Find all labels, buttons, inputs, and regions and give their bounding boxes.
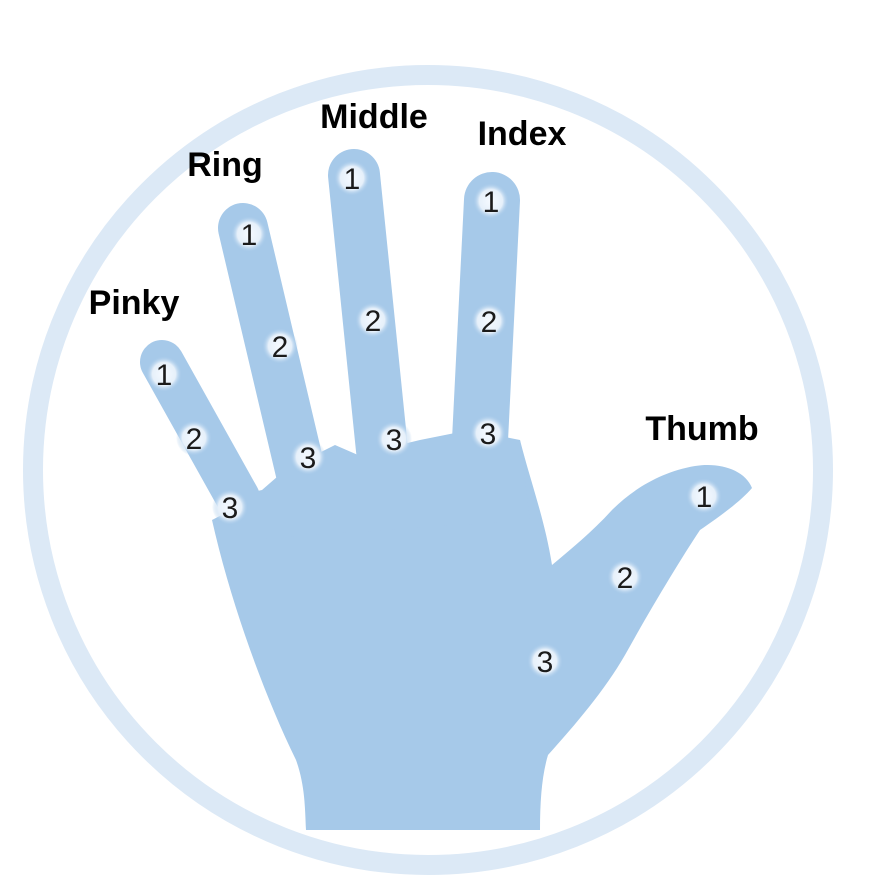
svg-text:1: 1 (156, 359, 173, 392)
thumb-segment-1: 1 (686, 478, 722, 514)
ring-segment-1: 1 (231, 216, 267, 252)
hand-silhouette (140, 149, 752, 830)
svg-text:2: 2 (365, 305, 382, 338)
ring-segment-3: 3 (290, 439, 326, 475)
label-thumb: Thumb (645, 410, 758, 448)
svg-text:1: 1 (696, 481, 713, 514)
label-middle: Middle (320, 98, 428, 136)
svg-text:2: 2 (481, 306, 498, 339)
middle-segment-1: 1 (334, 160, 370, 196)
svg-text:2: 2 (186, 423, 203, 456)
svg-text:2: 2 (617, 562, 634, 595)
pinky-segment-1: 1 (146, 356, 182, 392)
thumb-segment-2: 2 (607, 559, 643, 595)
svg-text:3: 3 (480, 418, 497, 451)
finger-labels: Pinky Ring Middle Index Thumb (89, 98, 759, 448)
index-segment-1: 1 (473, 183, 509, 219)
svg-text:1: 1 (344, 163, 361, 196)
finger-base-fill (215, 430, 530, 540)
svg-text:3: 3 (537, 646, 554, 679)
segment-markers: 1 2 3 1 2 3 1 2 (146, 160, 722, 679)
svg-text:1: 1 (241, 219, 258, 252)
label-index: Index (478, 115, 567, 153)
palm-shape (212, 440, 752, 830)
label-pinky: Pinky (89, 284, 180, 322)
label-ring: Ring (187, 146, 263, 184)
svg-text:3: 3 (300, 442, 317, 475)
thumb-segment-3: 3 (527, 643, 563, 679)
index-segment-2: 2 (471, 303, 507, 339)
index-segment-3: 3 (470, 415, 506, 451)
ring-segment-2: 2 (262, 328, 298, 364)
svg-text:3: 3 (222, 492, 239, 525)
svg-text:3: 3 (386, 424, 403, 457)
pinky-segment-2: 2 (176, 420, 212, 456)
middle-segment-2: 2 (355, 302, 391, 338)
pinky-segment-3: 3 (212, 489, 248, 525)
svg-text:1: 1 (483, 186, 500, 219)
svg-text:2: 2 (272, 331, 289, 364)
middle-segment-3: 3 (376, 421, 412, 457)
outer-ring (23, 65, 833, 875)
